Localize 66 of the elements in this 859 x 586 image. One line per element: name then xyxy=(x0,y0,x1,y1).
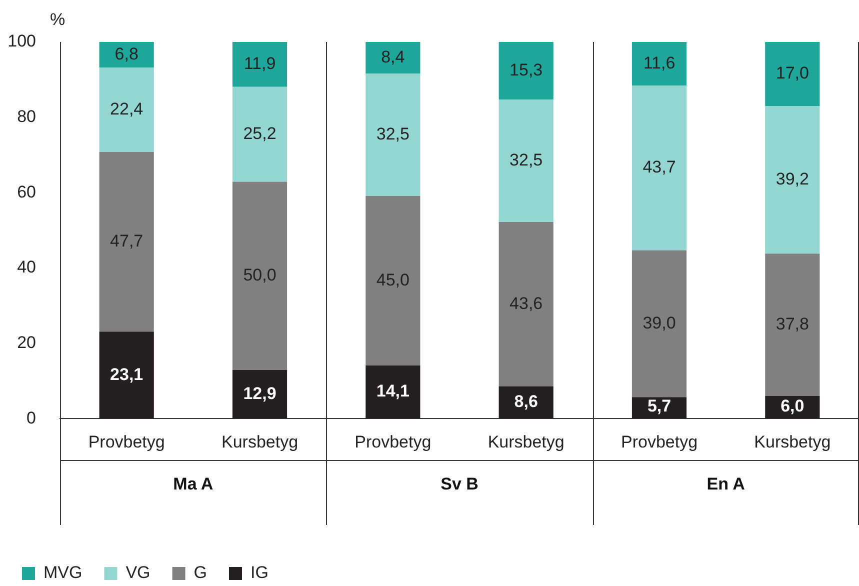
y-tick-label: 80 xyxy=(17,107,36,126)
y-tick-label: 0 xyxy=(26,408,36,428)
text: En A xyxy=(706,474,745,494)
bar xyxy=(498,386,554,419)
bar xyxy=(632,86,687,250)
bar xyxy=(498,42,554,100)
data-label: 5,7 xyxy=(647,396,672,416)
x-tick-label: Kursbetyg xyxy=(754,432,831,452)
x-tick-label: Kursbetyg xyxy=(221,432,298,452)
data-label: 6,8 xyxy=(114,44,138,64)
legend-label: VG xyxy=(126,563,150,582)
data-label: 39,2 xyxy=(776,170,809,189)
bar xyxy=(232,42,288,87)
bar xyxy=(232,370,288,419)
bar xyxy=(765,254,820,396)
x-tick-label: Provbetyg xyxy=(354,432,432,452)
x-tick-label: Kursbetyg xyxy=(488,432,564,452)
data-label: 25,2 xyxy=(243,124,276,143)
bar xyxy=(99,68,154,152)
data-label: 32,5 xyxy=(510,150,543,170)
data-label: 17,0 xyxy=(776,64,809,83)
data-label: 45,0 xyxy=(376,270,410,290)
legend-label: G xyxy=(194,563,208,582)
bar xyxy=(498,222,554,386)
y-tick-label: 40 xyxy=(17,258,36,277)
bar xyxy=(232,182,288,370)
y-tick-label: 100 xyxy=(8,32,36,51)
bar xyxy=(765,42,820,106)
data-label: 43,6 xyxy=(510,294,543,313)
bar xyxy=(632,250,687,398)
data-label: 39,0 xyxy=(642,313,676,332)
text: Ma A xyxy=(173,474,214,494)
bar xyxy=(632,42,687,86)
bar xyxy=(498,100,554,222)
bar xyxy=(765,106,820,254)
data-label: 8,4 xyxy=(381,48,405,67)
data-label: 22,4 xyxy=(110,99,144,118)
bar xyxy=(366,366,420,419)
data-label: 37,8 xyxy=(776,314,809,334)
data-label: 8,6 xyxy=(514,392,538,412)
data-label: 47,7 xyxy=(110,231,144,250)
legend-label: IG xyxy=(250,563,268,582)
bar xyxy=(232,86,288,182)
data-label: 14,1 xyxy=(376,382,410,401)
x-tick-label: Provbetyg xyxy=(88,432,165,452)
bar xyxy=(366,196,420,366)
data-label: 6,0 xyxy=(780,396,804,416)
data-label: 11,9 xyxy=(244,54,276,74)
data-label: 50,0 xyxy=(243,266,276,285)
y-axis-title: % xyxy=(50,10,66,30)
x-tick-label: Provbetyg xyxy=(620,432,698,452)
bar xyxy=(99,152,154,332)
data-label: 11,6 xyxy=(643,54,676,73)
data-label: 12,9 xyxy=(243,384,276,403)
bar xyxy=(99,42,154,68)
y-tick-label: 60 xyxy=(17,182,36,202)
data-label: 23,1 xyxy=(110,364,144,384)
legend-label: MVG xyxy=(44,563,82,582)
bar xyxy=(366,74,420,196)
data-label: 15,3 xyxy=(510,60,543,80)
bar xyxy=(99,332,154,419)
data-label: 32,5 xyxy=(376,124,410,144)
data-label: 43,7 xyxy=(642,158,676,177)
bar xyxy=(366,42,420,74)
text: Sv B xyxy=(440,474,478,494)
y-tick-label: 20 xyxy=(17,332,36,352)
